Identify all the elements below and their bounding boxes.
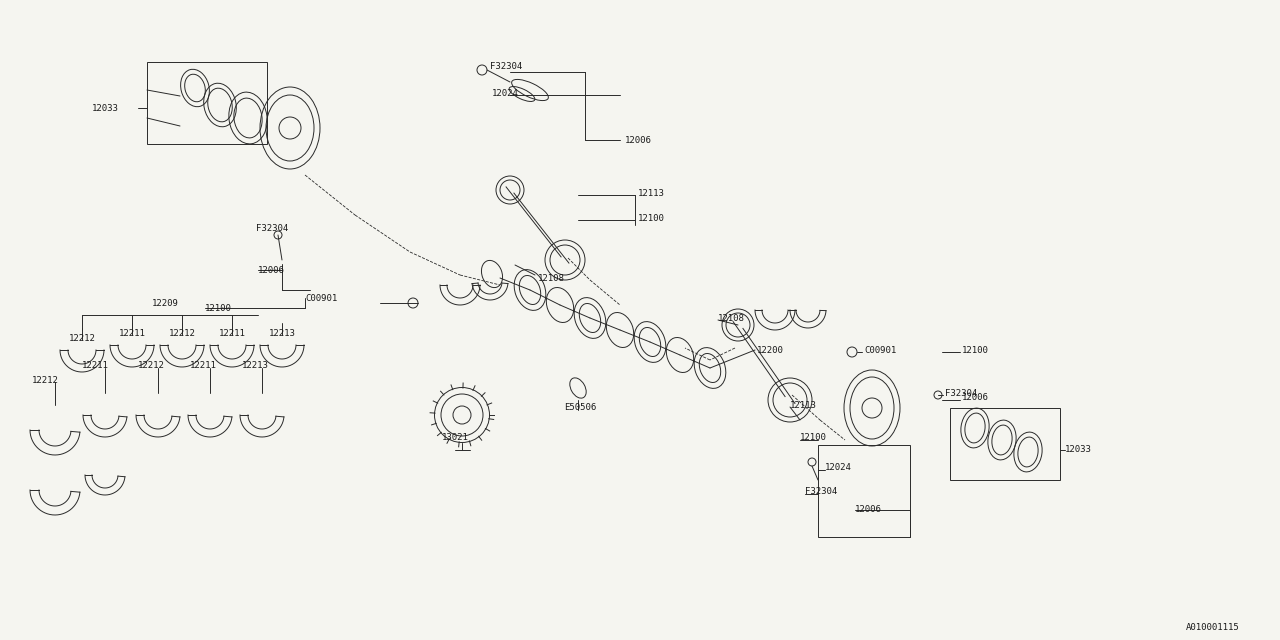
Text: 12209: 12209 (152, 298, 179, 307)
Text: 12100: 12100 (205, 303, 232, 312)
Text: 12108: 12108 (718, 314, 745, 323)
Bar (818, 445, 910, 537)
Text: 12211: 12211 (219, 328, 246, 337)
Text: 12211: 12211 (119, 328, 146, 337)
Text: A010001115: A010001115 (1187, 623, 1240, 632)
Text: E50506: E50506 (564, 403, 596, 413)
Text: 12100: 12100 (637, 214, 664, 223)
Text: 12211: 12211 (82, 360, 109, 369)
Text: 12100: 12100 (963, 346, 989, 355)
Text: 12211: 12211 (189, 360, 216, 369)
Text: 12024: 12024 (826, 463, 852, 472)
Bar (147, 62, 268, 144)
Text: 12006: 12006 (625, 136, 652, 145)
Text: F32304: F32304 (945, 388, 977, 397)
Bar (950, 408, 1060, 480)
Text: 12006: 12006 (963, 394, 989, 403)
Text: 12212: 12212 (169, 328, 196, 337)
Text: 12212: 12212 (138, 360, 165, 369)
Text: 12213: 12213 (242, 360, 269, 369)
Text: 12033: 12033 (1065, 445, 1092, 454)
Text: 13021: 13021 (442, 433, 468, 442)
Text: 12024: 12024 (492, 88, 518, 97)
Text: 12100: 12100 (800, 433, 827, 442)
Text: 12213: 12213 (269, 328, 296, 337)
Text: F32304: F32304 (490, 61, 522, 70)
Text: 12212: 12212 (69, 333, 96, 342)
Text: 12113: 12113 (790, 401, 817, 410)
Text: 12033: 12033 (92, 104, 119, 113)
Text: C00901: C00901 (305, 294, 337, 303)
Text: 12212: 12212 (32, 376, 59, 385)
Text: 12113: 12113 (637, 189, 664, 198)
Text: F32304: F32304 (256, 223, 288, 232)
Text: 12006: 12006 (259, 266, 285, 275)
Text: 12200: 12200 (756, 346, 783, 355)
Text: F32304: F32304 (805, 488, 837, 497)
Text: 12006: 12006 (855, 506, 882, 515)
Text: 12108: 12108 (538, 273, 564, 282)
Text: C00901: C00901 (864, 346, 896, 355)
